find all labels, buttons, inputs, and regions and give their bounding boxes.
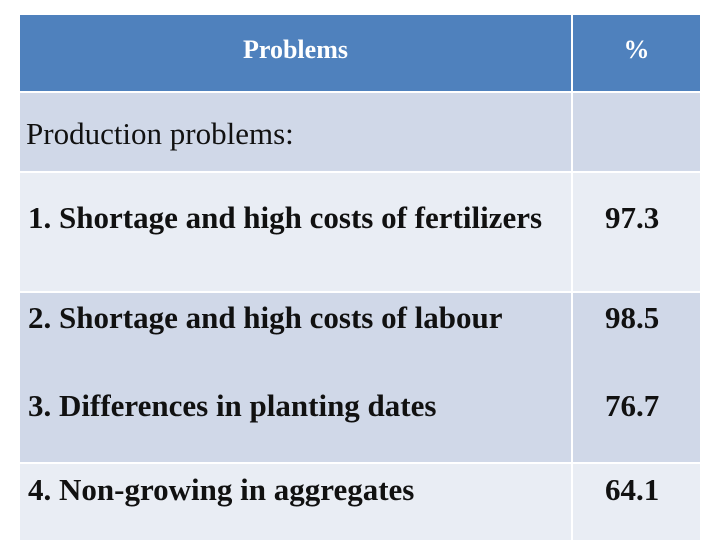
problem-text: 1. Shortage and high costs of fertilizer… bbox=[28, 200, 543, 235]
table-row: 2. Shortage and high costs of labour 3. … bbox=[20, 293, 700, 462]
table-header-row: Problems % bbox=[20, 15, 700, 91]
percent-cell: 98.5 76.7 bbox=[573, 293, 700, 462]
section-percent-cell bbox=[573, 93, 700, 171]
problem-cell: 4. Non-growing in aggregates bbox=[20, 464, 571, 540]
table-row: 4. Non-growing in aggregates 64.1 bbox=[20, 464, 700, 540]
problem-cell: 2. Shortage and high costs of labour 3. … bbox=[20, 293, 571, 462]
problems-table: Problems % Production problems: 1. Short… bbox=[20, 15, 700, 540]
percent-cell: 64.1 bbox=[573, 464, 700, 540]
section-row: Production problems: bbox=[20, 93, 700, 171]
percent-value: 64.1 bbox=[605, 472, 660, 507]
percent-value: 98.5 bbox=[605, 300, 660, 335]
table-row: 1. Shortage and high costs of fertilizer… bbox=[20, 173, 700, 291]
problem-text: 3. Differences in planting dates bbox=[28, 388, 437, 423]
header-problems: Problems bbox=[20, 15, 571, 91]
section-label: Production problems: bbox=[20, 93, 571, 171]
percent-cell: 97.3 bbox=[573, 173, 700, 291]
percent-value: 97.3 bbox=[605, 200, 660, 235]
percent-value: 76.7 bbox=[605, 388, 660, 423]
problem-text: 2. Shortage and high costs of labour bbox=[28, 300, 503, 335]
header-percent: % bbox=[573, 15, 700, 91]
problem-text: 4. Non-growing in aggregates bbox=[28, 472, 415, 507]
problem-cell: 1. Shortage and high costs of fertilizer… bbox=[20, 173, 571, 291]
